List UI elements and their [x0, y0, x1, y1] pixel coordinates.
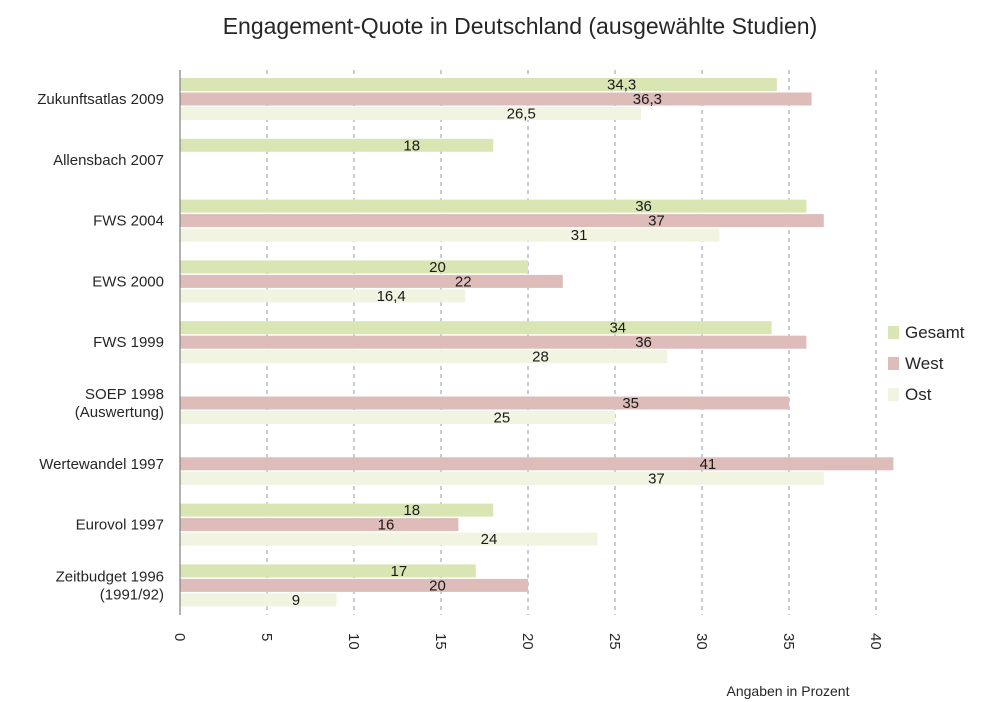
chart-title: Engagement-Quote in Deutschland (ausgewä… — [223, 13, 818, 39]
data-label: 16 — [378, 517, 395, 534]
data-label: 26,5 — [507, 106, 536, 123]
legend-swatch — [888, 388, 899, 401]
data-label: 34 — [609, 320, 626, 337]
x-tick-label: 15 — [432, 633, 449, 650]
category-label: Allensbach 2007 — [53, 152, 164, 169]
bar-west — [180, 335, 807, 349]
bar-west — [180, 396, 789, 410]
bar-gesamt — [180, 260, 528, 274]
category-label: (Auswertung) — [75, 404, 164, 421]
data-label: 37 — [648, 470, 665, 487]
data-label: 17 — [391, 563, 408, 580]
bar-gesamt — [180, 564, 476, 578]
legend-label: Ost — [905, 385, 932, 404]
category-label: EWS 2000 — [92, 273, 164, 290]
bar-ost — [180, 228, 720, 242]
data-label: 20 — [429, 259, 446, 276]
legend-label: Gesamt — [905, 323, 965, 342]
data-labels: 34,336,326,518363731202216,4343628352541… — [292, 77, 717, 609]
bar-gesamt — [180, 321, 772, 335]
data-label: 36 — [635, 198, 652, 215]
bar-west — [180, 518, 459, 532]
legend: Gesamt West Ost — [888, 323, 965, 404]
bar-gesamt — [180, 78, 777, 91]
legend-swatch — [888, 357, 899, 370]
bar-west — [180, 214, 824, 228]
x-tick-labels: 0 5 10 15 20 25 30 35 40 — [171, 633, 884, 650]
x-tick-label: 40 — [867, 633, 884, 650]
x-tick-label: 25 — [606, 633, 623, 650]
category-label: FWS 2004 — [93, 213, 164, 230]
legend-label: West — [905, 354, 944, 373]
bar-gesamt — [180, 199, 807, 213]
bar-gesamt — [180, 503, 494, 517]
category-label: FWS 1999 — [93, 334, 164, 351]
data-label: 18 — [403, 137, 420, 154]
data-label: 35 — [622, 395, 639, 412]
data-label: 24 — [481, 531, 498, 548]
bar-west — [180, 457, 894, 471]
bar-ost — [180, 471, 824, 485]
data-label: 9 — [292, 592, 300, 609]
bar-ost — [180, 593, 337, 607]
category-labels: Zukunftsatlas 2009 Allensbach 2007 FWS 200… — [37, 91, 164, 603]
data-label: 36 — [635, 334, 652, 351]
bar-west — [180, 274, 563, 288]
data-label: 31 — [571, 227, 588, 244]
data-label: 34,3 — [607, 77, 636, 94]
category-label: SOEP 1998 — [85, 386, 164, 403]
x-tick-label: 5 — [258, 633, 275, 641]
category-label: (1991/92) — [100, 586, 164, 603]
data-label: 28 — [532, 349, 549, 366]
legend-swatch — [888, 326, 899, 339]
x-axis-label: Angaben in Prozent — [727, 683, 850, 699]
data-label: 18 — [403, 502, 420, 519]
x-tick-label: 30 — [693, 633, 710, 650]
x-tick-label: 20 — [519, 633, 536, 650]
x-tick-label: 35 — [780, 633, 797, 650]
bar-ost — [180, 411, 615, 424]
bar-ost — [180, 107, 642, 120]
x-tick-label: 0 — [171, 633, 188, 641]
bar-ost — [180, 289, 466, 303]
data-label: 36,3 — [633, 91, 662, 108]
category-label: Eurovol 1997 — [76, 517, 164, 534]
bars — [180, 78, 894, 607]
bar-west — [180, 578, 528, 592]
data-label: 22 — [455, 273, 472, 290]
category-label: Zukunftsatlas 2009 — [37, 91, 164, 108]
bar-west — [180, 92, 812, 106]
x-tick-label: 10 — [345, 633, 362, 650]
bar-ost — [180, 350, 668, 364]
data-label: 25 — [494, 410, 511, 427]
category-label: Zeitbudget 1996 — [56, 568, 164, 585]
bar-ost — [180, 532, 598, 546]
category-label: Wertewandel 1997 — [39, 456, 164, 473]
data-label: 41 — [700, 456, 717, 473]
bar-gesamt — [180, 138, 494, 152]
data-label: 37 — [648, 213, 665, 230]
data-label: 16,4 — [377, 288, 406, 305]
data-label: 20 — [429, 577, 446, 594]
